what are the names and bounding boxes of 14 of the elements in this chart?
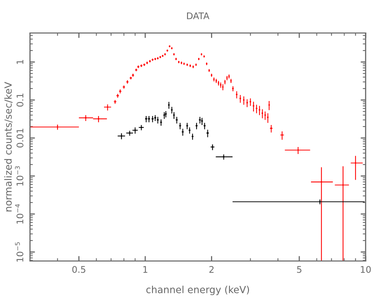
chart-title: DATA [187, 12, 210, 20]
y-tick-label: 1 [16, 60, 24, 64]
y-tick-label: 10$^{−3}$ [15, 166, 24, 186]
x-axis-title: channel energy (keV) [146, 286, 249, 296]
y-tick-label: 10$^{−4}$ [15, 204, 24, 224]
y-tick-label: 0.01 [16, 128, 24, 148]
x-tick-label: 0.5 [72, 266, 86, 273]
x-tick-label: 2 [209, 266, 214, 273]
y-tick-label: 0.1 [16, 94, 24, 107]
x-tick-label: 5 [297, 266, 302, 273]
x-tick-label: 10 [360, 266, 371, 273]
y-axis-title: normalized counts/sec/keV [4, 82, 13, 212]
y-tick-label: 10$^{−5}$ [15, 242, 24, 262]
x-tick-label: 1 [143, 266, 148, 273]
